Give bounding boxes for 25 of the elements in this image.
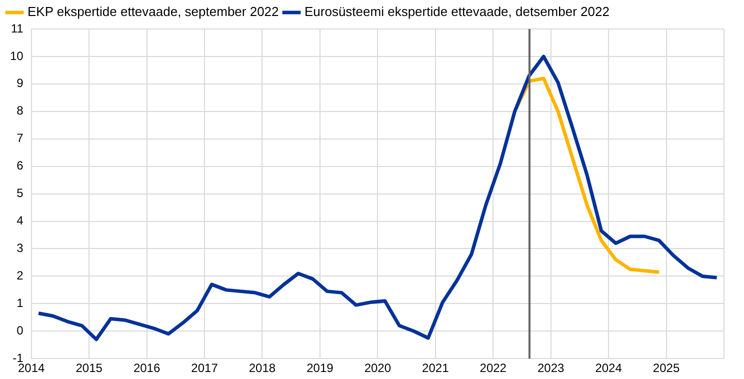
x-tick-label: 2015 — [76, 361, 103, 376]
y-tick-label: 5 — [16, 186, 24, 200]
y-tick-label: 2 — [16, 268, 24, 283]
y-tick-label: 4 — [16, 214, 24, 228]
x-tick-label: 2024 — [595, 361, 622, 376]
legend-label: EKP ekspertide ettevaade, september 2022 — [28, 4, 279, 20]
x-tick-label: 2022 — [480, 361, 507, 376]
y-tick-label: 9 — [16, 76, 24, 90]
x-tick-label: 2016 — [133, 361, 160, 376]
y-tick-label: 11 — [10, 21, 24, 36]
x-tick-label: 2018 — [248, 361, 276, 376]
x-tick-label: 2021 — [422, 361, 450, 376]
y-tick-label: 3 — [16, 241, 24, 256]
x-tick-label: 2017 — [191, 361, 218, 376]
x-tick-label: 2023 — [537, 361, 565, 376]
y-tick-label: 10 — [10, 48, 24, 63]
y-tick-label: 1 — [16, 296, 24, 310]
x-tick-label: 2020 — [364, 361, 392, 376]
x-tick-label: 2019 — [306, 361, 334, 376]
x-tick-label: 2025 — [652, 361, 680, 376]
y-tick-label: 0 — [16, 323, 24, 338]
legend-label: Eurosüsteemi ekspertide ettevaade, detsember 2022 — [304, 4, 610, 20]
y-tick-label: 7 — [16, 131, 24, 146]
y-tick-label: 6 — [16, 158, 24, 173]
y-tick-label: 8 — [16, 104, 24, 118]
